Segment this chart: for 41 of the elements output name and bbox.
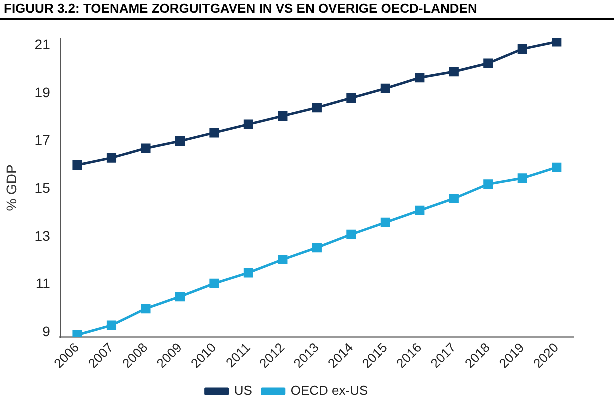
- point: [552, 162, 562, 172]
- y-tick-label: 21: [34, 36, 51, 52]
- y-tick-label: 19: [34, 84, 51, 100]
- point: [484, 58, 494, 68]
- point: [175, 136, 186, 146]
- point: [484, 180, 494, 190]
- point: [312, 243, 322, 253]
- point: [449, 67, 459, 77]
- point: [106, 320, 117, 330]
- point: [210, 128, 220, 138]
- point: [141, 144, 151, 154]
- point: [518, 44, 528, 54]
- y-tick-label: 13: [34, 228, 51, 244]
- point: [278, 111, 288, 121]
- point: [415, 73, 425, 83]
- y-tick-label: 9: [42, 324, 51, 340]
- chart-title: FIGUUR 3.2: TOENAME ZORGUITGAVEN IN VS EN OVERIGE OECD-LANDEN: [0, 0, 614, 20]
- point: [72, 330, 82, 338]
- point: [141, 304, 151, 314]
- y-tick-label: 17: [34, 132, 51, 148]
- point: [278, 254, 288, 265]
- y-tick-label: 15: [34, 180, 51, 196]
- point: [312, 103, 322, 113]
- point: [106, 153, 117, 163]
- point: [380, 84, 390, 94]
- point: [72, 160, 82, 170]
- point: [346, 230, 356, 240]
- point: [415, 206, 425, 216]
- y-tick-label: 11: [36, 276, 51, 292]
- point: [244, 268, 254, 278]
- point: [175, 292, 186, 302]
- point: [380, 218, 390, 228]
- point: [210, 278, 220, 288]
- point: [244, 120, 254, 130]
- point: [449, 194, 459, 204]
- y-axis-title: % GDP: [3, 164, 20, 212]
- point: [346, 93, 356, 104]
- point: [552, 38, 562, 47]
- legend-label: US: [234, 383, 253, 398]
- legend-label: OECD ex-US: [290, 383, 369, 398]
- point: [518, 174, 528, 184]
